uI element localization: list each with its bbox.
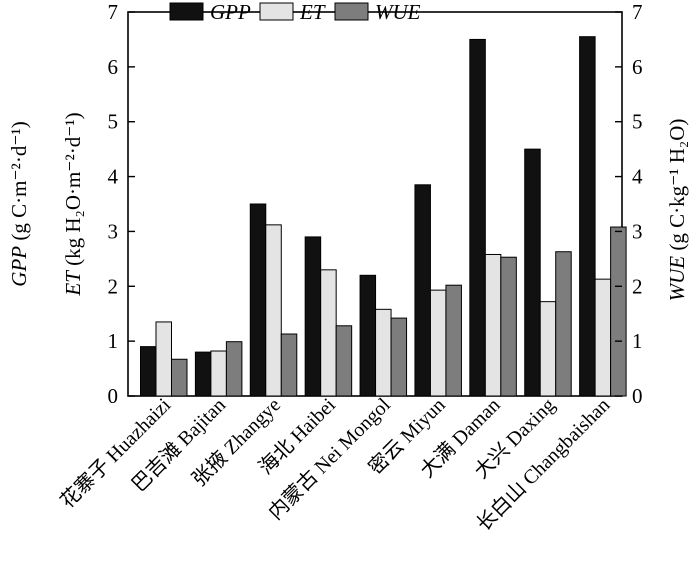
bar-et bbox=[429, 289, 447, 397]
left-tick-label: 4 bbox=[108, 165, 119, 189]
bar-gpp bbox=[140, 346, 157, 397]
legend: GPP ET WUE bbox=[169, 0, 421, 24]
bar-wue bbox=[280, 333, 298, 397]
gpp-axis-unit: (g C·m⁻²·d⁻¹) bbox=[7, 121, 31, 240]
wue-axis-var: WUE bbox=[665, 256, 689, 302]
bar-wue bbox=[555, 251, 572, 397]
left-tick-label: 1 bbox=[108, 329, 119, 353]
legend-swatch-wue bbox=[334, 2, 369, 21]
right-tick-label: 1 bbox=[632, 329, 643, 353]
left-tick-label: 5 bbox=[108, 110, 119, 134]
right-axis: 0 1 2 3 4 5 6 7 bbox=[615, 0, 643, 408]
bar-et bbox=[594, 278, 612, 397]
right-tick-label: 3 bbox=[632, 219, 643, 243]
bar-gpp bbox=[249, 203, 267, 397]
axis-titles: GPP (g C·m⁻²·d⁻¹) ET (kg H₂O·m⁻²·d⁻¹) WUE … bbox=[7, 112, 689, 301]
bar-wue bbox=[225, 341, 243, 397]
bar-wue bbox=[335, 325, 353, 397]
axis-title: GPP (g C·m⁻²·d⁻¹) bbox=[7, 121, 31, 286]
right-tick-label: 0 bbox=[632, 384, 643, 408]
left-axis: 0 1 2 3 4 5 6 7 bbox=[108, 0, 135, 408]
bar-gpp bbox=[304, 236, 322, 397]
axis-title: WUE (g C·kg⁻¹ H₂O) bbox=[665, 119, 689, 302]
bars bbox=[140, 36, 627, 397]
bar-wue bbox=[500, 256, 517, 397]
legend-swatch-gpp bbox=[169, 2, 204, 21]
et-axis-unit: (kg H₂O·m⁻²·d⁻¹) bbox=[61, 112, 85, 265]
wue-axis-unit: (g C·kg⁻¹ H₂O) bbox=[665, 119, 689, 251]
bar-et bbox=[265, 224, 282, 397]
bar-et bbox=[155, 321, 172, 397]
bar-gpp bbox=[524, 148, 541, 397]
left-tick-label: 2 bbox=[108, 274, 119, 298]
bar-et bbox=[539, 301, 557, 397]
legend-label-gpp: GPP bbox=[210, 0, 251, 24]
right-tick-label: 5 bbox=[632, 110, 643, 134]
legend-label-wue: WUE bbox=[375, 0, 421, 24]
et-axis-var: ET bbox=[61, 270, 85, 297]
right-tick-label: 7 bbox=[632, 0, 643, 24]
bar-et bbox=[375, 308, 392, 397]
right-tick-label: 6 bbox=[632, 55, 643, 79]
category-label: 巴吉滩 Bajitan bbox=[127, 393, 230, 496]
left-tick-label: 6 bbox=[108, 55, 119, 79]
left-tick-label: 0 bbox=[108, 384, 119, 408]
right-tick-label: 4 bbox=[632, 165, 643, 189]
gpp-axis-var: GPP bbox=[7, 246, 31, 287]
bar-wue bbox=[171, 358, 188, 397]
bar-et bbox=[210, 350, 227, 397]
bar-et bbox=[320, 269, 337, 397]
bar-gpp bbox=[579, 36, 596, 397]
bar-gpp bbox=[194, 351, 212, 397]
bar-gpp bbox=[469, 38, 486, 397]
left-tick-label: 7 bbox=[108, 0, 119, 24]
bar-wue bbox=[445, 284, 462, 397]
bar-gpp bbox=[359, 274, 377, 397]
bar-gpp bbox=[414, 184, 431, 397]
bar-wue bbox=[390, 317, 408, 397]
left-tick-label: 3 bbox=[108, 219, 119, 243]
axis-title: ET (kg H₂O·m⁻²·d⁻¹) bbox=[61, 112, 85, 296]
legend-label-et: ET bbox=[299, 0, 326, 24]
bar-wue bbox=[610, 226, 627, 397]
right-tick-label: 2 bbox=[632, 274, 643, 298]
legend-swatch-et bbox=[259, 2, 294, 21]
bar-et bbox=[484, 253, 502, 397]
